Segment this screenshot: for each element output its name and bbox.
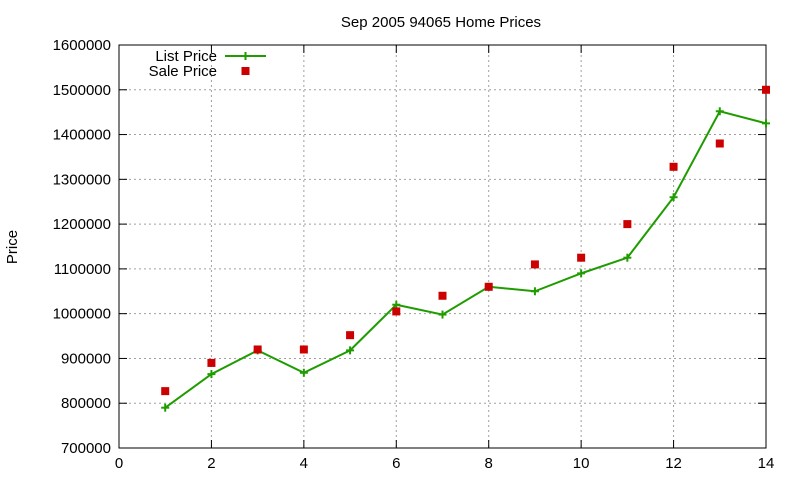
y-tick-label: 700000 xyxy=(61,440,111,457)
y-tick-label: 1400000 xyxy=(53,127,111,144)
x-tick-label: 0 xyxy=(115,455,123,472)
legend-item: List Price xyxy=(155,48,266,65)
list-price-point xyxy=(161,403,170,412)
plot-frame xyxy=(118,44,767,449)
sale-price-point xyxy=(669,162,678,171)
y-axis-title: Price xyxy=(4,230,21,264)
legend-label: Sale Price xyxy=(149,63,217,80)
sale-price-point xyxy=(484,282,493,291)
x-tick-label: 6 xyxy=(392,455,400,472)
sale-price-point xyxy=(577,253,586,262)
list-price-point xyxy=(669,193,678,202)
series-sale-price xyxy=(161,85,770,396)
list-price-point xyxy=(438,310,447,319)
sale-price-point xyxy=(715,139,724,148)
sale-price-point xyxy=(161,387,170,396)
sale-price-point xyxy=(438,291,447,300)
sale-price-point xyxy=(530,260,539,269)
sale-price-point xyxy=(762,85,770,94)
series xyxy=(161,85,770,412)
sale-price-point xyxy=(207,358,216,367)
list-price-point xyxy=(207,370,216,379)
sale-price-point xyxy=(392,307,401,316)
list-price-point xyxy=(346,346,355,355)
list-price-point xyxy=(623,253,632,262)
sale-price-point xyxy=(623,220,632,229)
sale-price-point xyxy=(346,331,355,340)
list-price-point xyxy=(577,269,586,278)
sale-price-point xyxy=(299,345,308,354)
list-price-point xyxy=(299,368,308,377)
y-tick-label: 1000000 xyxy=(53,306,111,323)
x-tick-label: 8 xyxy=(485,455,493,472)
x-tick-label: 10 xyxy=(573,455,590,472)
y-tick-label: 1100000 xyxy=(54,261,111,278)
list-price-line xyxy=(164,110,767,409)
series-list-price xyxy=(161,107,770,412)
chart-title: Sep 2005 94065 Home Prices xyxy=(341,14,541,31)
x-tick-label: 2 xyxy=(207,455,215,472)
legend-square-swatch xyxy=(241,67,250,75)
x-tick-label: 14 xyxy=(758,455,775,472)
x-tick-label: 12 xyxy=(665,455,682,472)
legend-label: List Price xyxy=(155,48,217,65)
y-tick-label: 900000 xyxy=(61,350,111,367)
y-tick-label: 1600000 xyxy=(53,37,111,54)
list-price-point xyxy=(715,107,724,116)
list-price-point xyxy=(392,300,401,309)
y-tick-label: 1200000 xyxy=(53,216,111,233)
grid xyxy=(119,45,766,448)
y-tick-label: 1300000 xyxy=(53,171,111,188)
list-price-point xyxy=(762,119,770,128)
list-price-point xyxy=(530,287,539,296)
x-tick-label: 4 xyxy=(300,455,308,472)
y-tick-label: 800000 xyxy=(61,395,111,412)
axes: 0 2 4 6 8 10 12 14 700000 800000 900000 1000000 1100… xyxy=(53,37,775,472)
y-tick-label: 1500000 xyxy=(53,82,111,99)
legend-item: Sale Price xyxy=(149,63,250,80)
sale-price-point xyxy=(253,345,262,354)
